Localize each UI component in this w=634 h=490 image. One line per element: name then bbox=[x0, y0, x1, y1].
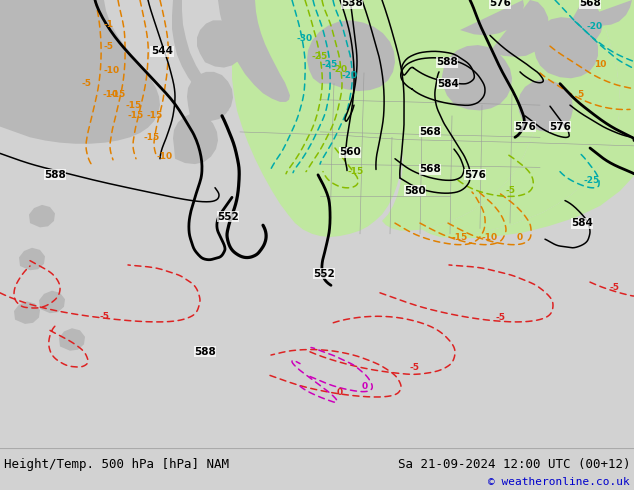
Text: 568: 568 bbox=[419, 165, 441, 174]
Text: -20: -20 bbox=[342, 71, 358, 79]
Polygon shape bbox=[14, 301, 40, 324]
Text: -5: -5 bbox=[610, 283, 620, 292]
Polygon shape bbox=[232, 0, 403, 237]
Polygon shape bbox=[578, 0, 632, 26]
Text: 576: 576 bbox=[549, 122, 571, 132]
Polygon shape bbox=[172, 0, 229, 110]
Polygon shape bbox=[382, 0, 540, 231]
Text: 584: 584 bbox=[571, 218, 593, 228]
Text: -25: -25 bbox=[312, 52, 328, 61]
Text: -10: -10 bbox=[157, 152, 173, 161]
Text: -15: -15 bbox=[452, 233, 468, 242]
Text: 568: 568 bbox=[419, 127, 441, 137]
Text: 10: 10 bbox=[594, 60, 606, 69]
Polygon shape bbox=[0, 0, 634, 448]
Polygon shape bbox=[305, 0, 417, 73]
Text: -15: -15 bbox=[348, 167, 364, 176]
Text: 576: 576 bbox=[464, 170, 486, 180]
Text: 0: 0 bbox=[517, 233, 523, 242]
Text: © weatheronline.co.uk: © weatheronline.co.uk bbox=[488, 477, 630, 487]
Text: 5: 5 bbox=[577, 90, 583, 99]
Text: -1: -1 bbox=[103, 20, 113, 29]
Text: 538: 538 bbox=[341, 0, 363, 8]
Text: 0: 0 bbox=[337, 388, 343, 397]
Text: 552: 552 bbox=[217, 212, 239, 221]
Text: 568: 568 bbox=[579, 0, 601, 8]
Text: -30: -30 bbox=[297, 34, 313, 43]
Text: -5: -5 bbox=[505, 186, 515, 196]
Text: Height/Temp. 500 hPa [hPa] NAM: Height/Temp. 500 hPa [hPa] NAM bbox=[4, 458, 229, 471]
Polygon shape bbox=[39, 291, 65, 313]
Text: 0: 0 bbox=[362, 382, 368, 391]
Text: 588: 588 bbox=[194, 347, 216, 357]
Polygon shape bbox=[187, 72, 233, 121]
Text: -20: -20 bbox=[587, 23, 603, 31]
Polygon shape bbox=[19, 248, 45, 270]
Text: -15: -15 bbox=[128, 111, 144, 121]
Polygon shape bbox=[560, 0, 603, 46]
Text: 588: 588 bbox=[436, 57, 458, 67]
Text: 584: 584 bbox=[437, 79, 459, 89]
Polygon shape bbox=[534, 17, 598, 78]
Text: -5: -5 bbox=[103, 42, 113, 50]
Polygon shape bbox=[442, 45, 512, 110]
Text: 544: 544 bbox=[151, 47, 173, 56]
Polygon shape bbox=[29, 205, 55, 227]
Polygon shape bbox=[232, 0, 355, 110]
Text: -25: -25 bbox=[322, 60, 338, 69]
Polygon shape bbox=[420, 0, 551, 91]
Polygon shape bbox=[422, 0, 634, 238]
Text: -5: -5 bbox=[82, 79, 92, 88]
Text: -5: -5 bbox=[410, 364, 420, 372]
Polygon shape bbox=[422, 0, 620, 234]
Text: 576: 576 bbox=[489, 0, 511, 8]
Polygon shape bbox=[460, 0, 524, 35]
Polygon shape bbox=[173, 114, 218, 164]
Text: 588: 588 bbox=[44, 170, 66, 180]
Text: 580: 580 bbox=[404, 186, 426, 196]
Polygon shape bbox=[218, 0, 290, 102]
Polygon shape bbox=[197, 21, 243, 68]
Text: -25: -25 bbox=[584, 176, 600, 185]
Text: -20: -20 bbox=[332, 65, 348, 74]
Text: -15: -15 bbox=[126, 100, 142, 110]
Text: -5: -5 bbox=[495, 313, 505, 322]
Text: -5: -5 bbox=[100, 312, 110, 321]
Polygon shape bbox=[307, 21, 395, 91]
Text: -10: -10 bbox=[103, 90, 119, 99]
Polygon shape bbox=[0, 0, 160, 144]
Polygon shape bbox=[490, 0, 549, 57]
Text: -15: -15 bbox=[110, 90, 126, 99]
Text: 552: 552 bbox=[313, 269, 335, 278]
Text: -10: -10 bbox=[482, 233, 498, 242]
Text: -15: -15 bbox=[147, 111, 163, 121]
Text: -10: -10 bbox=[104, 66, 120, 75]
Text: Sa 21-09-2024 12:00 UTC (00+12): Sa 21-09-2024 12:00 UTC (00+12) bbox=[398, 458, 630, 471]
Polygon shape bbox=[518, 79, 573, 132]
Polygon shape bbox=[59, 328, 85, 351]
Text: -15: -15 bbox=[144, 133, 160, 142]
Text: 576: 576 bbox=[514, 122, 536, 132]
Text: 560: 560 bbox=[339, 147, 361, 157]
